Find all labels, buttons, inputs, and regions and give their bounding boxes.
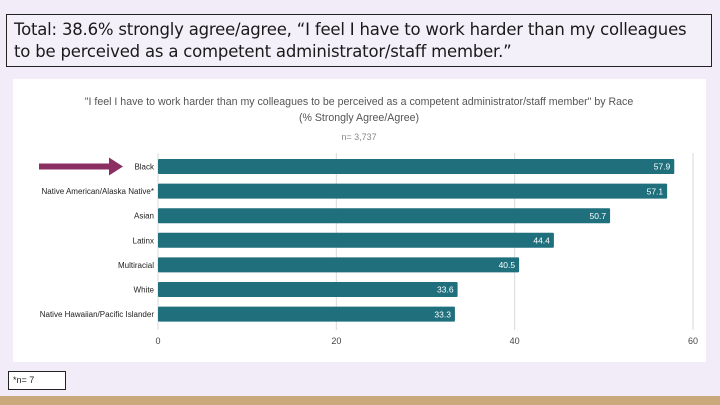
bar-chart: "I feel I have to work harder than my co… xyxy=(39,96,698,346)
bar xyxy=(158,208,611,224)
x-tick-label: 60 xyxy=(688,336,698,346)
chart-title-line2: (% Strongly Agree/Agree) xyxy=(299,112,419,124)
category-label: Native Hawaiian/Pacific Islander xyxy=(40,310,155,319)
category-label: Native American/Alaska Native* xyxy=(42,187,155,196)
bar xyxy=(158,257,520,273)
bar xyxy=(158,282,458,297)
x-tick-label: 0 xyxy=(155,336,160,346)
bar-value-label: 40.5 xyxy=(499,260,516,270)
category-label: Asian xyxy=(134,212,154,221)
footnote-box: *n= 7 xyxy=(8,371,66,390)
category-label: Black xyxy=(134,163,155,172)
highlight-arrow-icon xyxy=(39,157,123,176)
bottom-accent-band xyxy=(0,396,720,405)
bar xyxy=(158,232,554,248)
bar-value-label: 33.3 xyxy=(434,309,451,319)
bar xyxy=(158,306,455,322)
bar xyxy=(158,183,668,199)
category-label: White xyxy=(134,286,155,295)
chart-subtitle: n= 3,737 xyxy=(341,132,376,142)
bar-value-label: 44.4 xyxy=(533,236,550,246)
x-tick-label: 20 xyxy=(331,336,341,346)
category-label: Latinx xyxy=(133,236,154,245)
headline-callout: Total: 38.6% strongly agree/agree, “I fe… xyxy=(6,14,712,67)
category-label: Multiracial xyxy=(118,261,154,270)
bar-value-label: 57.9 xyxy=(654,162,671,172)
chart-panel: "I feel I have to work harder than my co… xyxy=(13,79,706,362)
bar-value-label: 57.1 xyxy=(647,186,664,196)
x-tick-label: 40 xyxy=(510,336,520,346)
footnote-text: *n= 7 xyxy=(13,375,35,385)
bar xyxy=(158,159,675,174)
chart-title-line1: "I feel I have to work harder than my co… xyxy=(85,96,634,108)
bar-value-label: 33.6 xyxy=(437,285,454,295)
headline-text: Total: 38.6% strongly agree/agree, “I fe… xyxy=(14,20,687,61)
bar-value-label: 50.7 xyxy=(590,211,607,221)
